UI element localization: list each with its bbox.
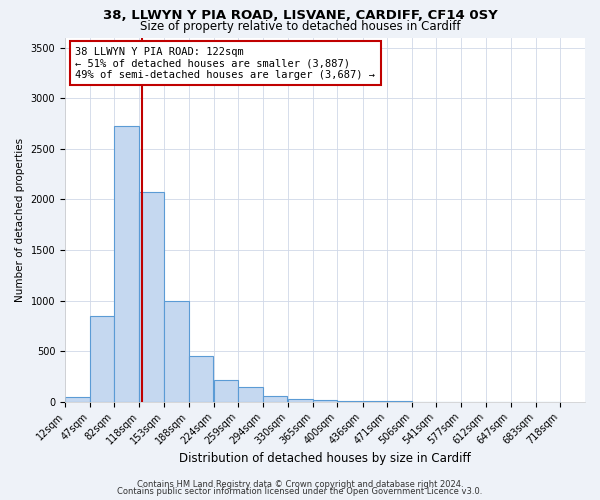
Bar xyxy=(188,356,213,402)
Text: Contains HM Land Registry data © Crown copyright and database right 2024.: Contains HM Land Registry data © Crown c… xyxy=(137,480,463,489)
Text: Contains public sector information licensed under the Open Government Licence v3: Contains public sector information licen… xyxy=(118,487,482,496)
Bar xyxy=(139,192,164,402)
Text: 38 LLWYN Y PIA ROAD: 122sqm
← 51% of detached houses are smaller (3,887)
49% of : 38 LLWYN Y PIA ROAD: 122sqm ← 51% of det… xyxy=(76,46,376,80)
Y-axis label: Number of detached properties: Number of detached properties xyxy=(15,138,25,302)
Bar xyxy=(288,398,313,402)
Bar xyxy=(263,396,287,402)
Bar xyxy=(337,400,362,402)
Bar xyxy=(65,396,89,402)
Bar xyxy=(313,400,337,402)
Bar xyxy=(164,300,188,402)
Text: 38, LLWYN Y PIA ROAD, LISVANE, CARDIFF, CF14 0SY: 38, LLWYN Y PIA ROAD, LISVANE, CARDIFF, … xyxy=(103,9,497,22)
Bar xyxy=(362,401,387,402)
Bar xyxy=(89,316,114,402)
Text: Size of property relative to detached houses in Cardiff: Size of property relative to detached ho… xyxy=(140,20,460,33)
X-axis label: Distribution of detached houses by size in Cardiff: Distribution of detached houses by size … xyxy=(179,452,471,465)
Bar xyxy=(214,380,238,402)
Bar xyxy=(114,126,139,402)
Bar xyxy=(238,387,263,402)
